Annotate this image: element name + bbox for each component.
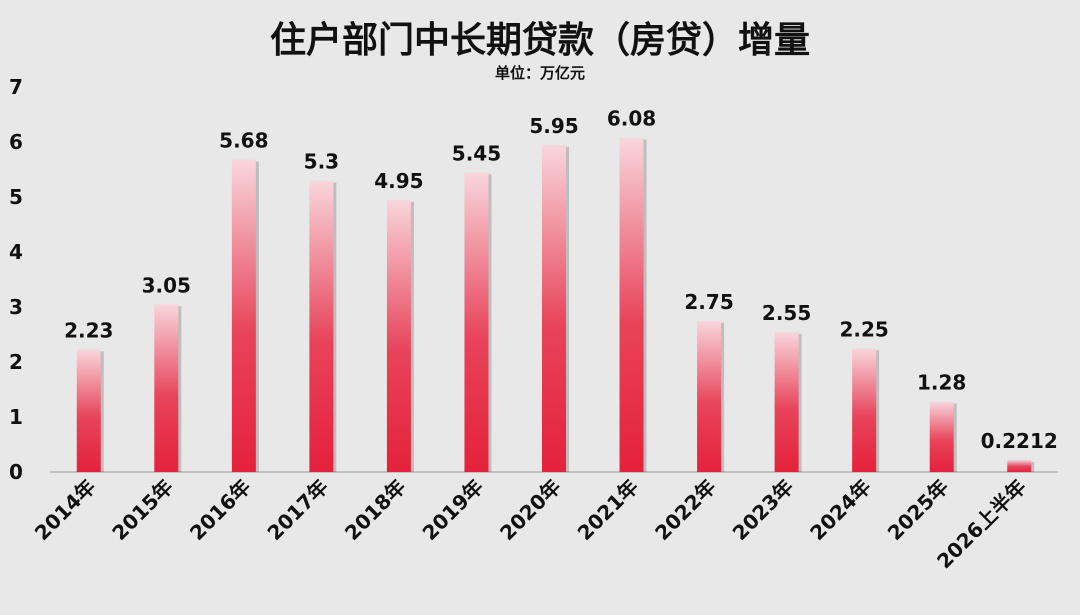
y-tick-label: 3 [9,295,23,319]
data-label: 1.28 [917,371,966,395]
bar [309,180,334,472]
bar [542,144,566,472]
x-tick-label: 2024年 [805,475,875,545]
data-label: 5.3 [304,150,339,174]
bar [231,159,256,472]
x-tick-label: 2015年 [107,475,177,545]
x-tick-label: 2023年 [728,475,798,545]
data-label: 5.68 [219,129,268,153]
y-tick-label: 7 [9,75,23,99]
bar [1007,459,1032,472]
y-tick-label: 4 [9,240,23,264]
x-tick-label: 2016年 [185,475,255,545]
y-tick-label: 1 [9,405,23,429]
bar [852,348,877,472]
bar [76,349,101,472]
y-axis: 0 1 2 3 4 5 6 7 [9,75,23,484]
x-tick-label: 2019年 [418,475,488,545]
bars: 2.23 3.05 5.68 5.3 4.95 5.45 5.95 6.08 2.75 2.55 2… [64,107,1058,472]
bar [386,199,411,472]
y-tick-label: 0 [9,460,23,484]
x-tick-label: 2014年 [30,475,100,545]
bar [154,304,179,472]
data-label: 0.2212 [981,429,1058,453]
x-tick-label: 2025年 [883,475,953,545]
data-label: 2.25 [839,317,888,341]
bar [619,137,644,472]
y-tick-label: 2 [9,350,23,374]
data-label: 3.05 [142,273,191,297]
x-tick-label: 2018年 [340,475,410,545]
bar [929,401,954,472]
chart-title: 住户部门中长期贷款（房贷）增量 [270,20,810,61]
data-label: 5.95 [529,114,578,138]
data-label: 2.23 [64,318,113,342]
x-axis: 2014年 2015年 2016年 2017年 2018年 2019年 2020年 2021年… [30,475,1031,574]
x-tick-label: 2021年 [573,475,643,545]
data-label: 5.45 [452,141,501,165]
bar [697,320,722,472]
data-label: 2.75 [684,290,733,314]
y-tick-label: 6 [9,130,23,154]
bar [464,172,489,472]
y-tick-label: 5 [9,185,23,209]
x-tick-label: 2017年 [262,475,332,545]
chart-subtitle: 单位：万亿元 [495,64,585,82]
data-label: 4.95 [374,169,423,193]
x-tick-label: 2020年 [495,475,565,545]
data-label: 6.08 [607,107,656,131]
data-label: 2.55 [762,301,811,325]
x-tick-label: 2022年 [650,475,720,545]
bar [774,331,799,472]
